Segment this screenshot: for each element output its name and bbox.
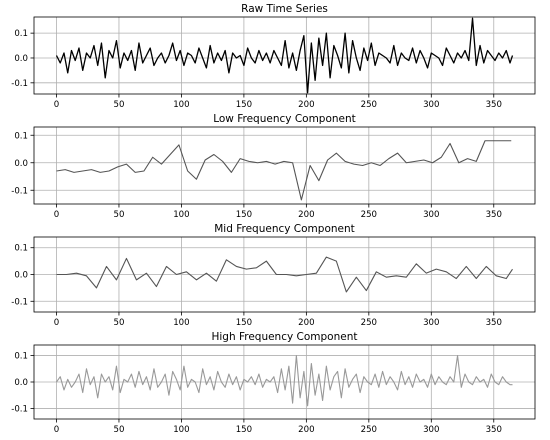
x-tick-label: 300 — [423, 318, 439, 328]
series-line — [56, 256, 513, 293]
y-tick-label: -0.1 — [11, 297, 28, 307]
x-tick-label: 300 — [423, 100, 439, 110]
x-tick-label: 100 — [173, 318, 189, 328]
subplot-1: Raw Time Series 0 50 100 150 200 250 300 350 -0.1… — [11, 3, 536, 110]
x-tick-label: 0 — [54, 100, 59, 110]
y-tick-label: 0.0 — [14, 271, 28, 281]
subplot-title: Raw Time Series — [241, 3, 328, 15]
axes-frame — [33, 236, 536, 313]
y-tick-label: 0.0 — [14, 159, 28, 169]
x-tick-label: 350 — [486, 100, 502, 110]
y-tick-label: 0.1 — [14, 29, 28, 39]
axes-frame — [33, 126, 536, 205]
y-tick-label: -0.1 — [11, 79, 28, 89]
axes-frame — [33, 344, 536, 420]
x-tick-label: 50 — [113, 425, 124, 435]
subplot-4: High Frequency Component 0 50 100 150 200 250 3… — [11, 331, 536, 435]
subplot-3: Mid Frequency Component 0 50 100 150 200 250 30… — [11, 223, 536, 328]
x-tick-label: 300 — [423, 425, 439, 435]
x-tick-label: 150 — [236, 100, 252, 110]
x-tick-label: 250 — [361, 100, 377, 110]
x-tick-label: 50 — [113, 210, 124, 220]
y-tick-label: 0.0 — [14, 378, 28, 388]
x-tick-label: 150 — [236, 210, 252, 220]
y-tick-label: 0.1 — [14, 131, 28, 141]
series-line — [56, 355, 513, 407]
x-tick-label: 150 — [236, 318, 252, 328]
x-tick-label: 100 — [173, 425, 189, 435]
y-tick-label: 0.1 — [14, 244, 28, 254]
x-tick-label: 300 — [423, 210, 439, 220]
x-tick-label: 350 — [486, 425, 502, 435]
x-tick-label: 250 — [361, 318, 377, 328]
x-tick-label: 200 — [298, 210, 314, 220]
y-tick-label: 0.1 — [14, 352, 28, 362]
subplot-title: High Frequency Component — [211, 331, 357, 343]
x-tick-label: 350 — [486, 318, 502, 328]
x-tick-label: 50 — [113, 318, 124, 328]
x-tick-label: 150 — [236, 425, 252, 435]
series-line — [56, 140, 512, 201]
x-tick-label: 0 — [54, 318, 59, 328]
x-tick-label: 100 — [173, 100, 189, 110]
subplot-title: Low Frequency Component — [213, 113, 356, 125]
x-tick-label: 100 — [173, 210, 189, 220]
x-tick-label: 50 — [113, 100, 124, 110]
x-tick-label: 200 — [298, 425, 314, 435]
x-tick-label: 350 — [486, 210, 502, 220]
y-tick-label: -0.1 — [11, 404, 28, 414]
x-tick-label: 250 — [361, 425, 377, 435]
x-tick-label: 250 — [361, 210, 377, 220]
subplot-2: Low Frequency Component 0 50 100 150 200 250 30… — [11, 113, 536, 220]
series-line — [55, 17, 514, 94]
x-tick-label: 200 — [298, 318, 314, 328]
x-tick-label: 200 — [298, 100, 314, 110]
subplot-title: Mid Frequency Component — [214, 223, 355, 235]
y-tick-label: -0.1 — [11, 186, 28, 196]
x-tick-label: 0 — [54, 425, 59, 435]
x-tick-label: 0 — [54, 210, 59, 220]
y-tick-label: 0.0 — [14, 54, 28, 64]
axes-frame — [33, 16, 536, 95]
